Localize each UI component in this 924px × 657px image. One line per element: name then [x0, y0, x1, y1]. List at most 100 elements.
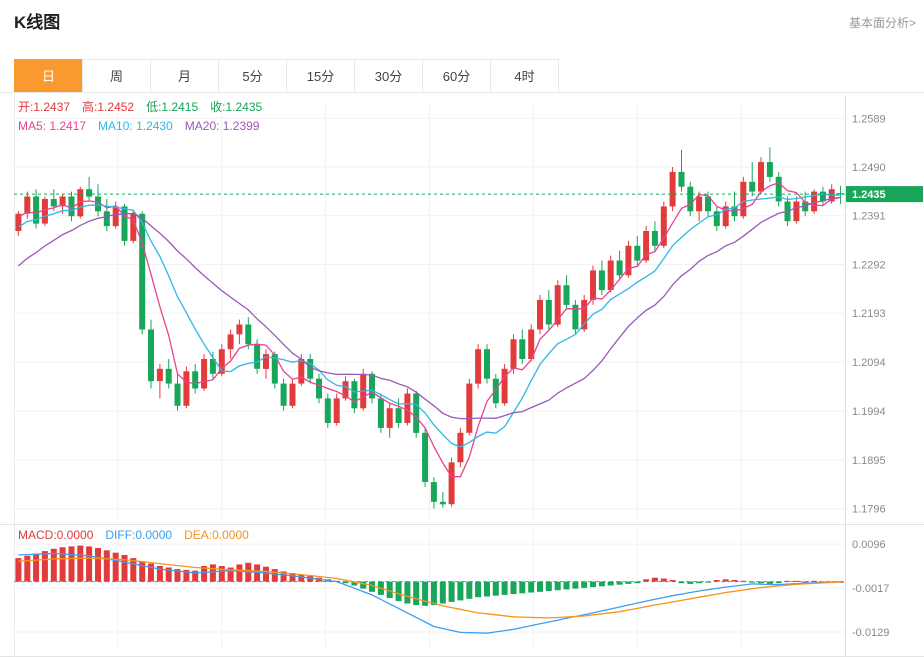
candle-body — [342, 381, 349, 399]
macd-chart[interactable]: 0.0096 -0.0017 -0.0129 — [0, 524, 924, 657]
candle-body — [33, 196, 40, 224]
candle-body — [696, 196, 703, 212]
candle-body — [590, 270, 596, 300]
candle-body — [68, 196, 75, 217]
macd-hist-bar — [41, 551, 48, 582]
tab-4hour[interactable]: 4时 — [490, 59, 559, 93]
tab-5min[interactable]: 5分 — [218, 59, 287, 93]
dea-line — [18, 557, 841, 619]
candle-body — [775, 176, 782, 202]
candle-body — [793, 201, 800, 222]
candle-body — [678, 171, 685, 187]
candle-body — [749, 181, 756, 192]
candle-body — [139, 213, 146, 330]
macd-hist-bar — [351, 581, 358, 586]
candle-body — [528, 329, 535, 359]
macd-hist-bar — [634, 581, 641, 584]
macd-hist-bar — [475, 581, 482, 598]
candle-body — [537, 299, 543, 330]
candle-body — [766, 162, 773, 177]
macd-hist-bar — [528, 581, 535, 593]
candle-body — [758, 162, 764, 192]
macd-hist-bar — [545, 581, 552, 591]
diff-value: DIFF:0.0000 — [105, 528, 173, 542]
candle-body — [651, 231, 658, 246]
macd-hist-bar — [731, 580, 738, 582]
macd-hist-bar — [519, 581, 526, 594]
candle-body — [625, 245, 632, 276]
macd-hist-bar — [484, 581, 490, 597]
candle-body — [24, 196, 31, 214]
candle-body — [669, 171, 676, 207]
macd-legend: MACD:0.0000 DIFF:0.0000 DEA:0.0000 — [18, 528, 261, 542]
candle-body — [289, 383, 296, 406]
candle-body — [298, 359, 305, 384]
candle-body — [634, 245, 641, 261]
macd-hist-bar — [165, 567, 172, 582]
macd-y-axis-label: -0.0129 — [852, 627, 889, 639]
tab-weekly[interactable]: 周 — [82, 59, 151, 93]
candle-body — [598, 270, 605, 291]
ma20-value: MA20: 1.2399 — [184, 119, 260, 133]
y-axis-label: 1.2589 — [852, 113, 886, 125]
candle-body — [174, 383, 181, 406]
ma10-line — [18, 193, 841, 448]
candle-body — [165, 368, 172, 384]
macd-hist-bar — [201, 566, 208, 582]
macd-hist-bar — [77, 545, 84, 582]
macd-hist-bar — [510, 581, 517, 595]
tab-daily[interactable]: 日 — [14, 59, 83, 93]
tab-30min[interactable]: 30分 — [354, 59, 423, 93]
macd-hist-bar — [740, 580, 747, 582]
macd-hist-bar — [554, 581, 561, 591]
y-axis-label: 1.1994 — [852, 406, 886, 418]
candle-body — [112, 206, 119, 227]
macd-hist-bar — [793, 580, 800, 582]
macd-hist-bar — [218, 566, 225, 582]
tab-monthly[interactable]: 月 — [150, 59, 219, 93]
candle-body — [439, 501, 446, 505]
tab-60min[interactable]: 60分 — [422, 59, 491, 93]
candle-body — [121, 206, 128, 241]
main-chart[interactable]: 1.2589 1.2490 1.2391 1.2292 1.2193 1.2094 1.19… — [0, 95, 924, 524]
candle-body — [519, 339, 526, 359]
candle-body — [333, 398, 340, 423]
macd-hist-bar — [422, 581, 429, 606]
macd-hist-bar — [457, 581, 464, 601]
ma-legend: MA5: 1.2417 MA10: 1.2430 MA20: 1.2399 — [18, 119, 271, 133]
candle-body — [722, 206, 729, 227]
fundamental-analysis-link[interactable]: 基本面分析> — [848, 16, 916, 30]
macd-hist-bar — [342, 581, 349, 584]
candle-body — [254, 344, 261, 369]
macd-hist-bar — [360, 581, 367, 589]
candle-body — [15, 213, 22, 231]
tab-15min[interactable]: 15分 — [286, 59, 355, 93]
candle-body — [819, 191, 826, 202]
macd-hist-bar — [466, 581, 473, 599]
ohlc-low: 低:1.2415 — [146, 100, 199, 114]
macd-hist-bar — [298, 574, 305, 582]
macd-hist-bar — [130, 558, 137, 582]
macd-hist-bar — [696, 581, 703, 584]
macd-hist-bar — [263, 566, 269, 582]
candle-body — [572, 304, 579, 330]
y-axis-label: 1.2094 — [852, 357, 886, 369]
macd-hist-bar — [227, 567, 234, 582]
candle-body — [95, 196, 101, 212]
candle-body — [245, 324, 252, 345]
macd-hist-bar — [598, 581, 605, 587]
candle-body — [77, 189, 84, 217]
candle-body — [413, 393, 420, 433]
candle-body — [324, 398, 331, 423]
candle-body — [510, 339, 517, 369]
macd-hist-bar — [616, 581, 623, 585]
candle-body — [386, 408, 393, 428]
macd-hist-bar — [24, 555, 31, 582]
y-axis-label: 1.2292 — [852, 260, 886, 272]
macd-hist-bar — [280, 571, 287, 582]
candle-body — [271, 354, 278, 384]
candle-body — [705, 196, 711, 212]
candle-body — [50, 199, 57, 207]
macd-hist-bar — [112, 552, 119, 582]
candle-body — [307, 359, 314, 379]
